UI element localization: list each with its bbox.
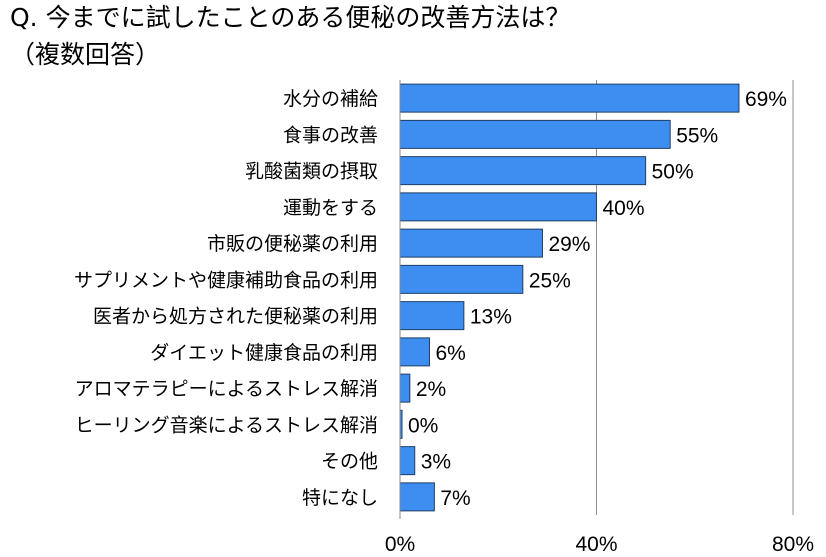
category-label: ダイエット健康食品の利用 [150,342,378,364]
data-label: 3% [421,451,451,474]
chart-subtitle: （複数回答） [10,40,161,69]
chart-title: Q. 今までに試したことのある便秘の改善方法は？ [10,3,571,32]
bar [399,83,740,113]
data-label: 29% [548,233,590,256]
data-label: 50% [652,161,694,184]
bar [399,482,435,512]
bar [399,337,430,367]
category-label: アロマテラピーによるストレス解消 [75,378,378,400]
bar [399,373,411,403]
category-label: サプリメントや健康補助食品の利用 [74,269,378,291]
category-label: 運動をする [283,197,378,219]
data-label: 40% [603,197,645,220]
bar [399,446,416,476]
data-label: 0% [408,414,438,437]
category-label: 食事の改善 [283,124,378,146]
category-label: 市販の便秘薬の利用 [207,233,378,255]
x-tick-label: 0% [385,533,415,556]
category-label: ヒーリング音楽によるストレス解消 [75,414,378,436]
bar [399,119,671,149]
data-label: 55% [676,124,718,147]
category-label: 水分の補給 [283,88,378,110]
data-label: 69% [745,88,787,111]
data-label: 6% [435,342,465,365]
bar [399,301,465,331]
category-label: 特になし [302,487,378,509]
x-tick-label: 80% [772,533,814,556]
bar [399,156,647,186]
bar [399,228,543,258]
x-tick-label: 40% [575,533,617,556]
category-label: 乳酸菌類の摂取 [245,161,378,183]
category-label: 医者から処方された便秘薬の利用 [93,306,378,328]
data-label: 25% [529,269,571,292]
data-label: 13% [470,306,512,329]
bar [399,192,597,222]
data-label: 2% [416,378,446,401]
data-label: 7% [440,487,470,510]
category-label: その他 [321,451,378,473]
bar [399,264,524,294]
